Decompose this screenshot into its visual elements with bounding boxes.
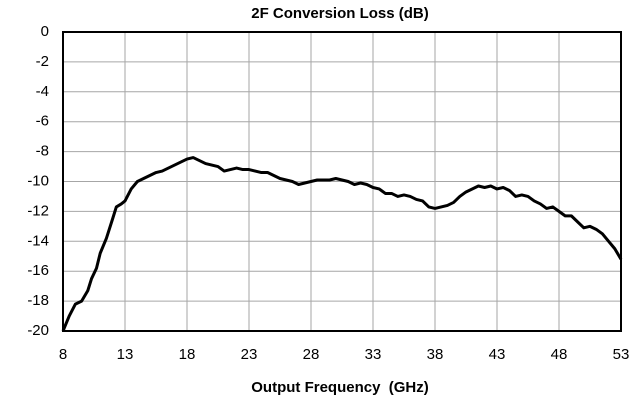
data-line [61,156,623,332]
y-tick-label: -20 [27,322,49,339]
x-tick-label: 28 [303,346,320,363]
x-tick-label: 53 [613,346,630,363]
y-tick-label: -2 [36,53,49,70]
chart-title: 2F Conversion Loss (dB) [251,5,429,22]
x-tick-label: 8 [59,346,67,363]
y-tick-label: -10 [27,172,49,189]
y-tick-label: -18 [27,292,49,309]
x-tick-label: 38 [427,346,444,363]
x-tick-label: 23 [241,346,258,363]
x-axis-label: Output Frequency (GHz) [251,379,429,396]
plot-border [62,31,622,332]
y-tick-label: -4 [36,83,49,100]
y-tick-label: -6 [36,113,49,130]
x-tick-label: 18 [179,346,196,363]
x-tick-label: 43 [489,346,506,363]
y-tick-label: 0 [41,23,49,40]
y-tick-label: -8 [36,143,49,160]
x-tick-label: 48 [551,346,568,363]
y-tick-label: -14 [27,232,49,249]
y-tick-label: -12 [27,202,49,219]
y-tick-label: -16 [27,262,49,279]
x-tick-label: 33 [365,346,382,363]
x-tick-label: 13 [117,346,134,363]
